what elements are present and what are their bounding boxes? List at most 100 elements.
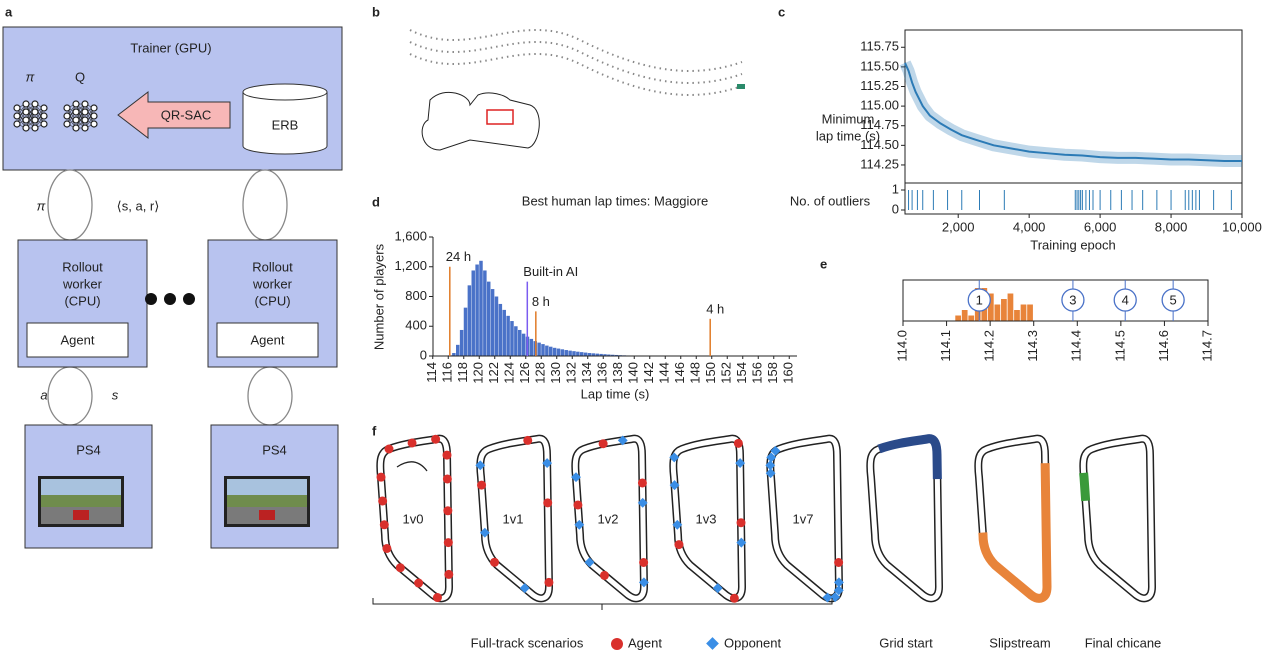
x-tick-label: 156: [750, 362, 765, 384]
console-label: PS4: [262, 442, 287, 457]
track: [669, 434, 747, 603]
bar: [549, 346, 553, 356]
y-tick-label: 115.00: [860, 98, 899, 113]
track-dots: [409, 53, 743, 96]
worker-label: Rollout: [62, 259, 103, 274]
x-tick-label: 8,000: [1155, 219, 1188, 234]
marker-label: 3: [1069, 292, 1076, 307]
net-node: [81, 108, 89, 116]
bar: [961, 310, 968, 321]
scenario-label: 1v3: [696, 511, 717, 526]
buffer-top: [242, 83, 328, 101]
algorithm-arrow: [117, 90, 231, 140]
y-axis-label: Minimum: [822, 111, 875, 126]
legend-agent: [611, 638, 623, 650]
y-tick-label: 114.25: [860, 156, 899, 171]
bar: [452, 353, 456, 356]
agent-dot: [599, 570, 609, 580]
y-axis-label: lap time (s): [816, 128, 880, 143]
net-node: [63, 112, 71, 120]
track-outer: [866, 434, 944, 603]
agent-dot: [573, 500, 583, 510]
bar: [467, 285, 472, 356]
y-tick-label: 400: [405, 318, 427, 333]
scenario-label: 1v7: [793, 511, 814, 526]
edge-label: π: [37, 198, 46, 213]
x-tick-label: 114.1: [938, 330, 953, 362]
x-tick-label: 118: [455, 362, 470, 383]
net-node: [40, 112, 48, 120]
loop-arrow: [47, 169, 93, 241]
y-tick-label: 115.50: [860, 58, 899, 73]
bar: [521, 333, 526, 356]
agent-dot: [442, 474, 452, 484]
opponent-diamond: [584, 557, 595, 568]
bar: [607, 354, 611, 356]
x-tick-label: 114.0: [894, 330, 909, 362]
marker: [967, 288, 991, 312]
net-node: [22, 100, 30, 108]
screen-car: [73, 510, 89, 520]
net-node: [81, 124, 89, 132]
bar: [490, 289, 495, 356]
x-tick-label: 154: [734, 362, 749, 384]
track: [865, 434, 944, 603]
agent-dot: [378, 496, 388, 506]
worker-label: worker: [252, 276, 293, 291]
net-node: [63, 120, 71, 128]
slipstream-segment: [973, 434, 1052, 603]
policy-label: π: [26, 69, 35, 84]
opponent-diamond: [830, 592, 841, 603]
x-tick-label: 10,000: [1222, 219, 1262, 234]
x-tick-label: 2,000: [942, 219, 975, 234]
opponent-diamond: [638, 577, 649, 588]
special-label: Grid start: [879, 635, 933, 650]
bar: [1014, 310, 1020, 321]
bar: [587, 353, 592, 356]
bar: [603, 354, 607, 356]
bar: [1027, 304, 1033, 321]
special-label: Slipstream: [989, 635, 1050, 650]
x-tick-label: 134: [579, 362, 594, 384]
x-tick-label: 132: [564, 362, 579, 384]
agent-box: [26, 322, 129, 358]
bar: [599, 353, 603, 356]
y-tick-label: 0: [420, 347, 427, 362]
bar: [556, 348, 561, 356]
bar: [614, 354, 619, 356]
panel-label: d: [372, 194, 380, 209]
opponent-diamond: [833, 577, 844, 588]
x-tick-label: 148: [688, 362, 703, 384]
reference-label: 8 h: [532, 294, 550, 309]
net-node: [72, 100, 80, 108]
net-node: [90, 120, 98, 128]
bar: [518, 329, 522, 356]
net-node: [90, 112, 98, 120]
net-edge: [16, 103, 27, 125]
bar: [514, 326, 518, 356]
net-edge: [66, 103, 77, 125]
agent-dot: [729, 593, 739, 603]
bar: [456, 344, 460, 356]
net-node: [31, 116, 39, 124]
bar: [955, 315, 962, 321]
grid-start-segment: [865, 434, 944, 603]
y-tick-label: 114.50: [860, 137, 899, 152]
bar: [487, 281, 491, 356]
agent-label: Agent: [251, 332, 285, 347]
agent-dot: [431, 434, 441, 444]
worker-label: Rollout: [252, 259, 293, 274]
agent-dot: [543, 498, 553, 508]
x-tick-label: 116: [440, 362, 455, 383]
panel-label: a: [5, 4, 13, 19]
net-node: [72, 124, 80, 132]
y-tick-label: 115.25: [860, 78, 899, 93]
q-label: Q: [75, 69, 85, 84]
bar: [994, 304, 1001, 321]
bar: [968, 315, 975, 321]
x-tick-label: 136: [595, 362, 610, 384]
net-node: [13, 104, 21, 112]
y-axis-label: Number of players: [371, 243, 386, 350]
marker-label: 5: [1170, 292, 1177, 307]
x-axis-label: Training epoch: [1030, 237, 1116, 252]
